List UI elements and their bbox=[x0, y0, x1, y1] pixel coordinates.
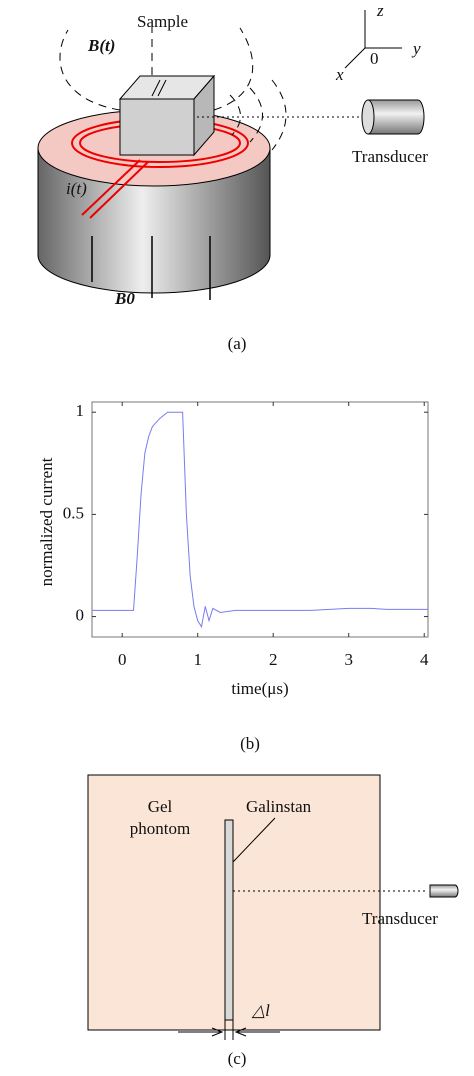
origin: 0 bbox=[370, 49, 379, 68]
x-tick-label: 3 bbox=[344, 650, 353, 669]
gel-label: phontom bbox=[130, 819, 190, 838]
galinstan-label: Galinstan bbox=[246, 797, 312, 816]
transducer-label: Transducer bbox=[352, 147, 428, 166]
field-label: B(t) bbox=[87, 36, 115, 55]
caption: (c) bbox=[228, 1049, 247, 1068]
transducer-label: Transducer bbox=[362, 909, 438, 928]
y-tick-label: 0 bbox=[76, 605, 85, 624]
x-tick-label: 4 bbox=[420, 650, 429, 669]
sample-label: Sample bbox=[137, 12, 188, 31]
data-line bbox=[92, 411, 428, 629]
x-tick-label: 1 bbox=[193, 650, 202, 669]
x-tick-label: 0 bbox=[118, 650, 127, 669]
chart: 0 1 2 3 4 0 0.5 1 bbox=[63, 401, 429, 669]
static-field-label: B0 bbox=[114, 289, 135, 308]
caption: (a) bbox=[228, 334, 247, 353]
axis-y: y bbox=[411, 39, 421, 58]
y-tick-label: 0.5 bbox=[63, 503, 84, 522]
panel-c-drawing bbox=[87, 774, 459, 1040]
panel-a-drawing bbox=[37, 10, 425, 300]
gel-label: Gel bbox=[148, 797, 173, 816]
current-label: i(t) bbox=[66, 179, 87, 198]
y-tick-label: 1 bbox=[76, 401, 85, 420]
plot-frame bbox=[91, 401, 429, 638]
x-tick-label: 2 bbox=[269, 650, 278, 669]
axis-z: z bbox=[376, 1, 384, 20]
x-axis-label: time(μs) bbox=[231, 679, 288, 698]
width-label: △l bbox=[251, 1001, 270, 1020]
axis-x: x bbox=[335, 65, 344, 84]
y-axis-label: normalized current bbox=[37, 457, 56, 586]
caption: (b) bbox=[240, 734, 260, 753]
